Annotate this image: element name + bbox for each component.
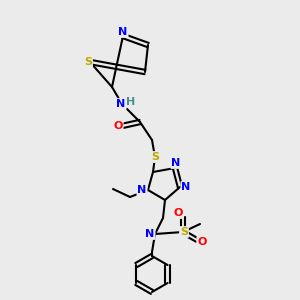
Text: O: O xyxy=(113,121,123,131)
Text: N: N xyxy=(116,99,126,109)
Text: O: O xyxy=(197,237,207,247)
Text: S: S xyxy=(84,57,92,67)
Text: S: S xyxy=(151,152,159,162)
Text: S: S xyxy=(180,227,188,237)
Text: O: O xyxy=(173,208,183,218)
Text: N: N xyxy=(182,182,190,192)
Text: H: H xyxy=(126,97,136,107)
Text: N: N xyxy=(146,229,154,239)
Text: N: N xyxy=(137,185,147,195)
Text: N: N xyxy=(171,158,181,168)
Text: N: N xyxy=(118,27,127,37)
